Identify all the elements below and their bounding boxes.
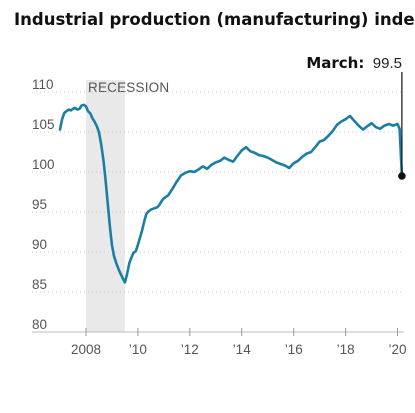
y-tick-label-105: 105 — [32, 117, 55, 132]
x-tick-label-2012: ’12 — [181, 342, 199, 357]
chart-title: Industrial production (manufacturing) in… — [14, 10, 415, 29]
x-tick-label-2020: ’20 — [388, 342, 406, 357]
x-tick-label-2018: ’18 — [337, 342, 355, 357]
y-tick-label-80: 80 — [32, 317, 47, 332]
callout-month: March: — [306, 54, 364, 72]
callout-label: March: 99.5 — [306, 54, 402, 72]
x-tick-label-2008: 2008 — [71, 342, 101, 357]
y-tick-label-110: 110 — [32, 77, 54, 92]
y-tick-label-100: 100 — [32, 157, 55, 172]
recession-band — [86, 80, 125, 332]
x-tick-label-2014: ’14 — [233, 342, 252, 357]
march-marker — [398, 172, 406, 180]
x-tick-label-2016: ’16 — [285, 342, 303, 357]
y-tick-label-95: 95 — [32, 197, 47, 212]
y-axis-ticks: 110 105 100 95 90 85 80 — [32, 77, 55, 332]
y-tick-label-85: 85 — [32, 277, 47, 292]
callout-value: 99.5 — [373, 55, 402, 72]
recession-label: RECESSION — [88, 80, 169, 95]
series-line-manufacturing-index — [58, 103, 404, 284]
y-tick-label-90: 90 — [32, 237, 47, 252]
x-axis: 2008 ’10 ’12 ’14 ’16 ’18 ’20 — [32, 328, 407, 357]
x-tick-label-2010: ’10 — [129, 342, 147, 357]
